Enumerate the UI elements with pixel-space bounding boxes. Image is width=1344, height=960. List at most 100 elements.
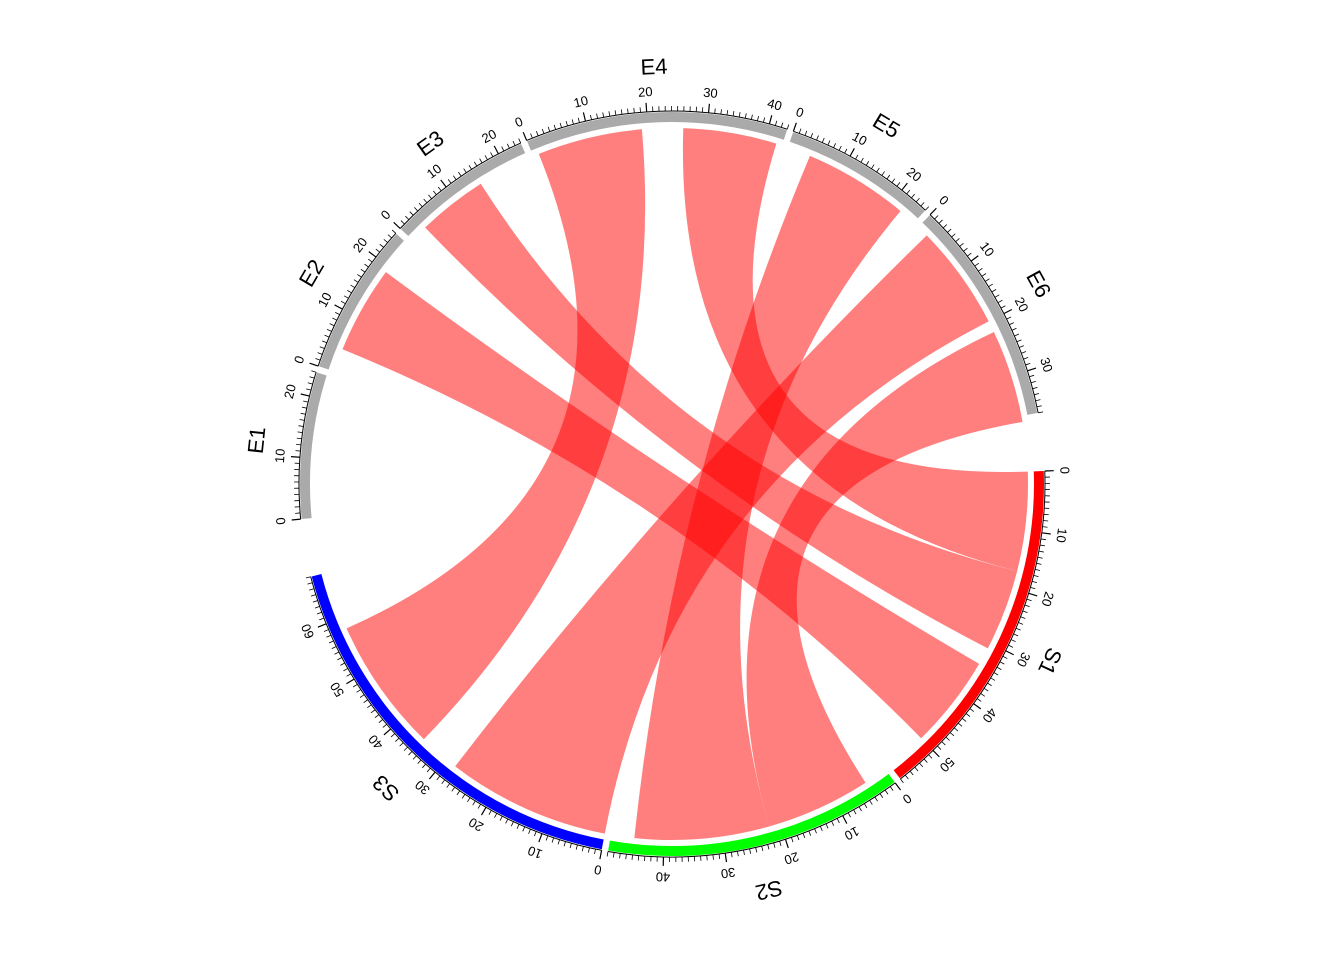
minor-tick <box>619 853 621 859</box>
minor-tick <box>714 108 716 114</box>
tick-label: 10 <box>1053 527 1070 543</box>
minor-tick <box>1013 633 1019 637</box>
minor-tick <box>884 789 889 795</box>
minor-tick <box>730 852 733 858</box>
minor-tick <box>451 786 456 792</box>
sector-E1: 0 10 20 E1 <box>243 370 327 525</box>
minor-tick <box>990 677 996 681</box>
minor-tick <box>942 224 948 229</box>
minor-tick <box>919 762 924 768</box>
minor-tick <box>987 682 992 687</box>
minor-tick <box>360 268 366 273</box>
tick-label: 20 <box>782 849 800 868</box>
minor-tick <box>414 207 419 212</box>
minor-tick <box>340 300 346 305</box>
minor-tick <box>945 736 950 741</box>
minor-tick <box>974 262 980 267</box>
minor-tick <box>545 835 549 841</box>
major-tick <box>784 839 789 849</box>
minor-tick <box>755 847 758 853</box>
tick-label: 20 <box>350 235 371 256</box>
minor-tick <box>900 778 904 784</box>
major-tick <box>440 179 447 188</box>
minor-tick <box>1026 598 1032 602</box>
minor-tick <box>937 745 942 750</box>
minor-tick <box>606 851 609 857</box>
minor-tick <box>350 284 356 289</box>
minor-tick <box>422 763 426 769</box>
minor-tick <box>804 130 808 136</box>
minor-tick <box>738 112 741 118</box>
tick-label: 10 <box>842 824 862 844</box>
sector-label-E5: E5 <box>868 108 904 143</box>
minor-tick <box>541 128 545 134</box>
minor-tick <box>565 121 568 127</box>
minor-tick <box>1037 556 1043 559</box>
minor-tick <box>352 683 358 688</box>
minor-tick <box>744 113 747 119</box>
minor-tick <box>780 122 784 128</box>
minor-tick <box>417 759 422 764</box>
minor-tick <box>1020 616 1026 619</box>
minor-tick <box>296 437 302 440</box>
minor-tick <box>468 164 472 170</box>
minor-tick <box>825 823 829 829</box>
minor-tick <box>1008 644 1014 648</box>
minor-tick <box>779 841 782 847</box>
minor-tick <box>1033 574 1039 577</box>
major-tick <box>428 771 436 780</box>
major-tick <box>792 122 797 132</box>
sector-label-E4: E4 <box>640 54 668 80</box>
minor-tick <box>547 126 551 132</box>
major-tick <box>300 393 310 397</box>
minor-tick <box>958 722 963 727</box>
tick-label: 0 <box>794 104 806 121</box>
minor-tick <box>904 774 909 780</box>
minor-tick <box>614 110 617 116</box>
tick-label: 0 <box>593 862 603 878</box>
major-tick <box>493 145 499 155</box>
minor-tick <box>528 828 531 834</box>
minor-tick <box>712 854 714 860</box>
link-S3-E6 <box>455 235 989 834</box>
tick-label: 20 <box>281 383 299 401</box>
tick-label: 30 <box>1037 356 1056 374</box>
minor-tick <box>821 137 825 143</box>
minor-tick <box>343 295 349 299</box>
minor-tick <box>452 175 457 181</box>
minor-tick <box>319 617 325 621</box>
sector-arc-E3 <box>400 143 526 237</box>
minor-tick <box>951 233 956 238</box>
minor-tick <box>969 708 975 712</box>
tick-label: 10 <box>424 161 445 182</box>
minor-tick <box>1038 550 1044 553</box>
tick-label: 30 <box>412 777 433 798</box>
tick-label: 40 <box>365 732 386 753</box>
link-S2-E5 <box>634 155 901 840</box>
minor-tick <box>490 152 494 157</box>
minor-tick <box>317 352 323 355</box>
minor-tick <box>326 328 332 332</box>
minor-tick <box>590 114 592 120</box>
minor-tick <box>906 189 911 195</box>
minor-tick <box>791 837 794 843</box>
minor-tick <box>335 312 340 316</box>
minor-tick <box>874 796 878 802</box>
minor-tick <box>750 114 753 120</box>
minor-tick <box>316 611 322 615</box>
major-tick <box>480 807 487 816</box>
minor-tick <box>315 358 321 361</box>
minor-tick <box>437 186 442 192</box>
tick-label: 10 <box>272 448 288 464</box>
minor-tick <box>923 758 928 763</box>
minor-tick <box>999 661 1005 665</box>
tick-label: 20 <box>466 815 486 835</box>
minor-tick <box>737 851 739 857</box>
minor-tick <box>786 124 790 130</box>
tick-label: 40 <box>979 705 1000 726</box>
tick-label: 30 <box>1014 650 1034 670</box>
minor-tick <box>889 786 894 791</box>
minor-tick <box>1036 405 1042 408</box>
minor-tick <box>1035 399 1041 402</box>
minor-tick <box>947 228 952 233</box>
